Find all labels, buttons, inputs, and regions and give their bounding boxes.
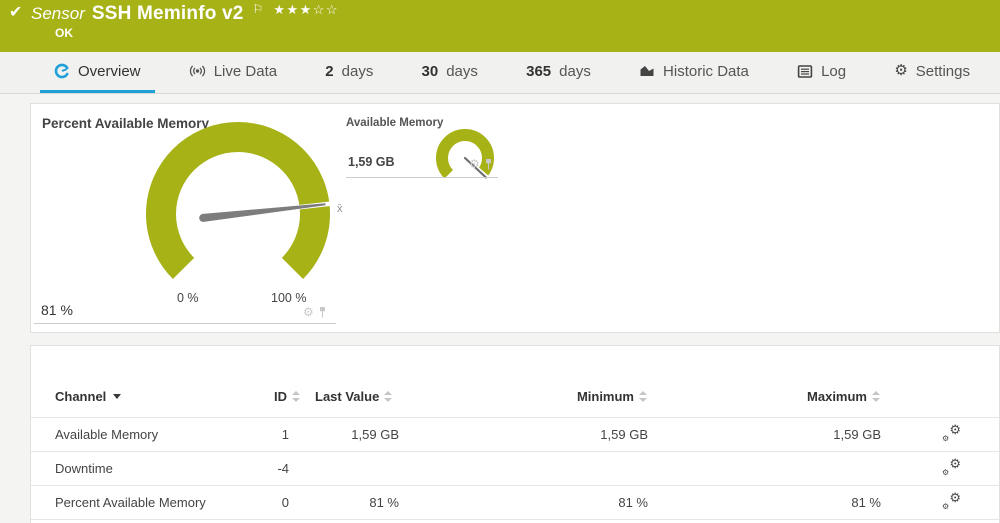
channel-minimum: 81 % [618, 495, 648, 510]
channel-table-panel: Channel ID Last Value Minimum Maximum Av… [30, 345, 1000, 523]
priority-flag-icon[interactable]: ⚐ [252, 2, 264, 16]
tab-live-data[interactable]: Live Data [175, 52, 291, 93]
table-row[interactable]: Available Memory 1 1,59 GB 1,59 GB 1,59 … [31, 418, 999, 452]
channel-maximum: 81 % [851, 495, 881, 510]
column-header-minimum[interactable]: Minimum [413, 346, 658, 418]
channel-last-value: 81 % [369, 495, 399, 510]
column-header-channel[interactable]: Channel [31, 346, 246, 418]
channel-name[interactable]: Downtime [55, 461, 113, 476]
table-row[interactable]: Downtime -4 ⚙ ⚙ [31, 452, 999, 486]
channel-id: -4 [277, 461, 289, 476]
area-chart-icon [640, 66, 654, 76]
channel-last-value [303, 452, 413, 486]
gadget-gear-icon[interactable]: ⚙ [303, 305, 314, 319]
channel-table: Channel ID Last Value Minimum Maximum Av… [31, 346, 999, 520]
tab-settings[interactable]: ⚙ Settings [894, 62, 970, 80]
channel-name[interactable]: Percent Available Memory [55, 495, 206, 510]
channel-minimum: 1,59 GB [600, 427, 648, 442]
tab-2-days[interactable]: 2 days [325, 62, 374, 80]
gear-icon: ⚙ [894, 62, 908, 79]
sort-icon [292, 391, 301, 402]
log-list-icon [797, 64, 813, 78]
column-header-last-value[interactable]: Last Value [303, 346, 413, 418]
tab-overview[interactable]: Overview [40, 52, 155, 93]
primary-gauge-value: 81 % [41, 302, 73, 318]
column-header-id[interactable]: ID [246, 346, 303, 418]
sort-icon [384, 391, 393, 402]
channel-id: 0 [281, 495, 289, 510]
gauge-scale-min: 0 % [177, 291, 199, 305]
tab-30-days[interactable]: 30 days [421, 62, 478, 80]
secondary-gauge-value: 1,59 GB [348, 155, 395, 169]
sort-icon [639, 391, 648, 402]
sensor-status-badge: OK [55, 26, 73, 40]
tab-historic-data[interactable]: Historic Data [625, 52, 763, 93]
gadget-divider [34, 323, 336, 324]
tab-log[interactable]: Log [783, 52, 860, 93]
gadget-gear-icon[interactable]: ⚙ [469, 157, 480, 171]
gadget-pin-icon[interactable] [318, 306, 327, 318]
priority-stars[interactable]: ★★★☆☆ [273, 2, 339, 17]
average-marker: x̄ [337, 203, 343, 215]
percent-available-memory-gauge: x̄ [146, 122, 343, 280]
table-row[interactable]: Percent Available Memory 0 81 % 81 % 81 … [31, 486, 999, 520]
channel-name[interactable]: Available Memory [55, 427, 159, 442]
gauge-icon [54, 63, 69, 79]
gauge-scale-max: 100 % [271, 291, 307, 305]
broadcast-icon [189, 65, 205, 77]
channel-id: 1 [281, 427, 289, 442]
sort-desc-icon [113, 394, 122, 399]
status-check-icon: ✔ [9, 4, 23, 21]
secondary-gauge-title: Available Memory [346, 117, 444, 129]
gadget-divider [346, 177, 498, 178]
tab-365-days[interactable]: 365 days [526, 62, 591, 80]
channel-maximum: 1,59 GB [833, 427, 881, 442]
column-header-maximum[interactable]: Maximum [658, 346, 893, 418]
gauges-panel: Percent Available Memory x̄ 0 % 100 % 81… [30, 103, 1000, 333]
sensor-title: SSH Meminfo v2 [91, 3, 244, 24]
channel-minimum [413, 452, 658, 486]
sensor-header: ✔ Sensor SSH Meminfo v2 ⚐ ★★★☆☆ OK [0, 0, 1000, 52]
object-kind-label: Sensor [31, 4, 85, 23]
gadget-pin-icon[interactable] [484, 158, 493, 170]
channel-settings-icon[interactable]: ⚙ ⚙ [942, 422, 961, 443]
channel-maximum [658, 452, 893, 486]
available-memory-gauge [436, 129, 494, 180]
primary-gauge-title: Percent Available Memory [42, 116, 210, 131]
channel-last-value: 1,59 GB [351, 427, 399, 442]
stars-filled: ★★★ [273, 2, 313, 17]
tab-bar: Overview Live Data 2 days 30 days 365 da… [0, 52, 1000, 94]
channel-settings-icon[interactable]: ⚙ ⚙ [942, 456, 961, 477]
sort-icon [872, 391, 881, 402]
table-header-row: Channel ID Last Value Minimum Maximum [31, 346, 999, 418]
channel-settings-icon[interactable]: ⚙ ⚙ [942, 490, 961, 511]
stars-empty: ☆☆ [312, 2, 340, 17]
